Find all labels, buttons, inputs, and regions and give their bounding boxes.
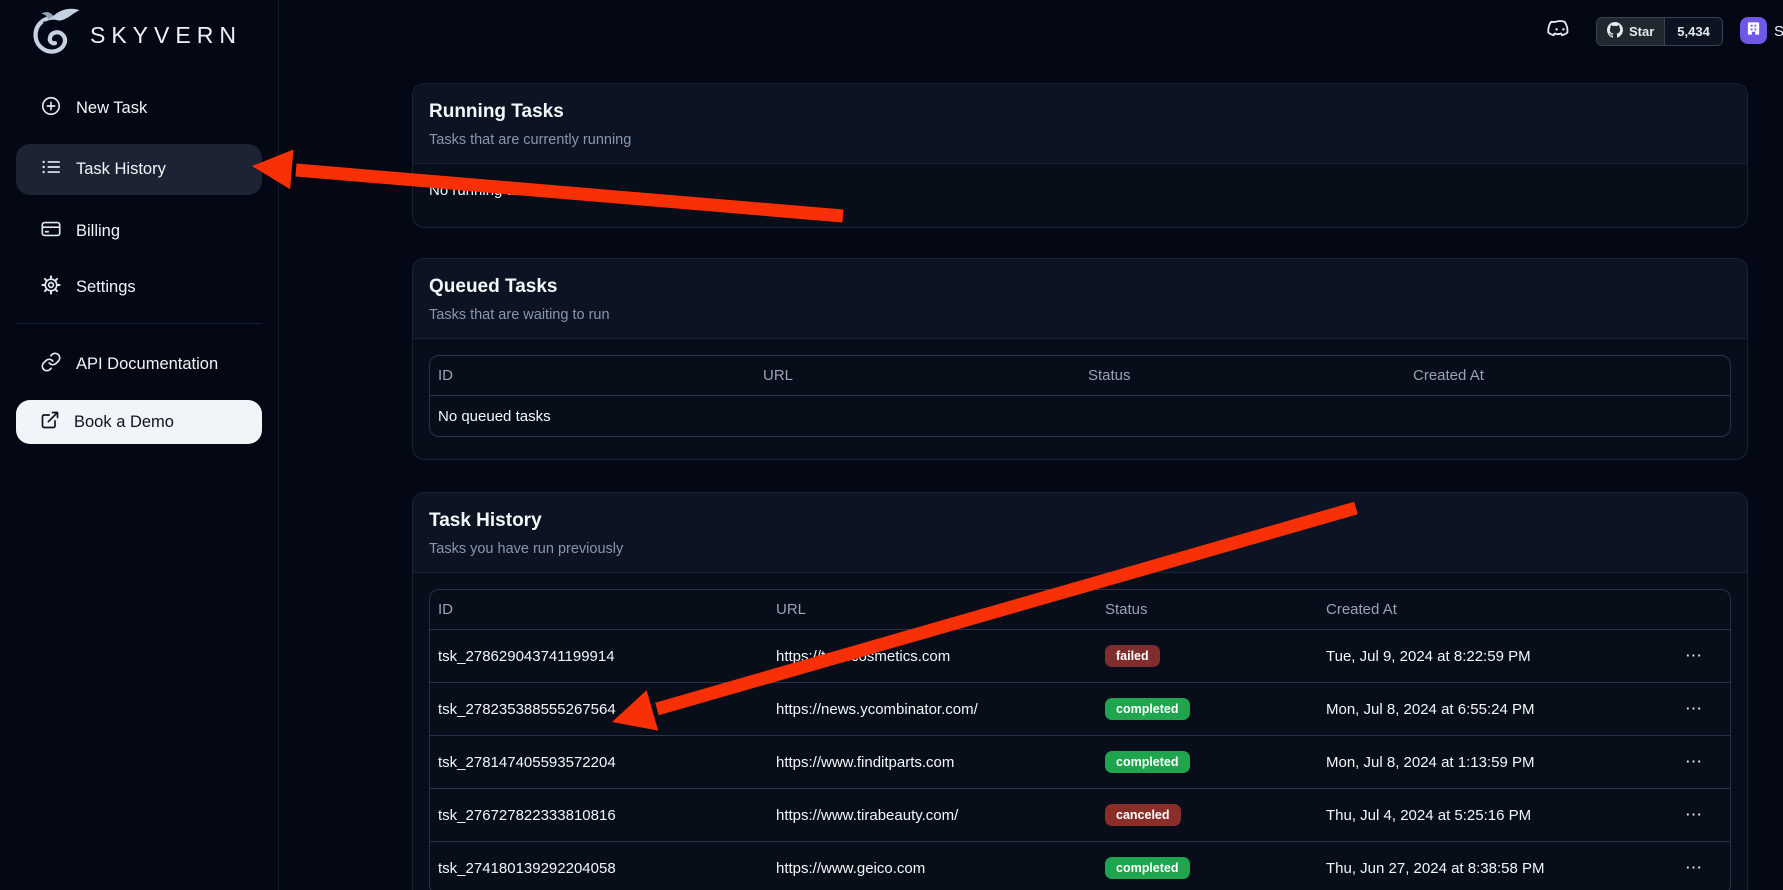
table-header-row: ID URL Status Created At <box>430 590 1730 630</box>
table-header-row: ID URL Status Created At <box>430 356 1730 396</box>
building-icon <box>1746 21 1761 41</box>
status-badge: failed <box>1105 645 1160 667</box>
status-badge: completed <box>1105 698 1190 720</box>
task-url-cell: https://www.geico.com <box>776 859 926 877</box>
avatar[interactable] <box>1740 17 1767 44</box>
task-row[interactable]: tsk_278629043741199914 https://tartecosm… <box>430 629 1730 683</box>
task-history-card-header: Task History Tasks you have run previous… <box>413 493 1747 573</box>
row-actions-button[interactable]: ⋯ <box>1659 682 1730 736</box>
status-badge: canceled <box>1105 804 1181 826</box>
github-star-button[interactable]: Star <box>1597 18 1665 45</box>
queued-tasks-card: Queued Tasks Tasks that are waiting to r… <box>412 258 1748 460</box>
row-actions-button[interactable]: ⋯ <box>1659 735 1730 789</box>
book-a-demo-button[interactable]: Book a Demo <box>16 400 262 444</box>
task-url-cell: https://tartecosmetics.com <box>768 629 1097 683</box>
plus-circle-icon <box>40 95 62 122</box>
empty-row: No queued tasks <box>430 396 1730 437</box>
task-url-cell: https://www.finditparts.com <box>768 735 1097 789</box>
external-link-icon <box>40 410 60 435</box>
card-subtitle: Tasks that are waiting to run <box>429 307 610 323</box>
column-header-url: URL <box>768 590 1097 630</box>
sidebar-item-label: Book a Demo <box>74 412 174 431</box>
task-created-cell: Mon, Jul 8, 2024 at 1:13:59 PM <box>1318 735 1659 789</box>
sidebar-divider <box>16 323 262 324</box>
github-star-widget[interactable]: Star 5,434 <box>1596 17 1723 46</box>
list-icon <box>40 156 62 183</box>
column-header-status: Status <box>1097 590 1318 630</box>
column-header-status: Status <box>1080 356 1405 396</box>
discord-icon[interactable] <box>1545 15 1575 45</box>
task-history-card: Task History Tasks you have run previous… <box>412 492 1748 890</box>
column-header-created-at: Created At <box>1318 590 1659 630</box>
task-row[interactable]: tsk_278147405593572204 https://www.findi… <box>430 735 1730 789</box>
row-actions-button[interactable]: ⋯ <box>1685 858 1704 877</box>
running-tasks-card: Running Tasks Tasks that are currently r… <box>412 83 1748 228</box>
skyvern-logo[interactable]: SKYVERN <box>28 6 242 65</box>
queued-tasks-table: ID URL Status Created At No queued tasks <box>429 355 1731 437</box>
sidebar-item-label: Task History <box>76 160 166 178</box>
task-status-cell: completed <box>1097 735 1318 789</box>
sidebar: SKYVERN New Task Task History <box>0 0 279 890</box>
task-history-table: ID URL Status Created At tsk_27862904374… <box>429 589 1731 890</box>
queued-tasks-empty-state: No queued tasks <box>438 407 551 425</box>
task-id-cell: tsk_278235388555267564 <box>430 682 768 736</box>
task-id-cell: tsk_274180139292204058 <box>438 859 616 877</box>
running-tasks-empty-state: No running tasks <box>429 182 542 199</box>
sidebar-item-task-history[interactable]: Task History <box>16 144 262 195</box>
column-header-created-at: Created At <box>1405 356 1730 396</box>
github-icon <box>1607 22 1623 41</box>
task-id-cell: tsk_276727822333810816 <box>430 788 768 842</box>
task-row[interactable]: tsk_274180139292204058 https://www.geico… <box>430 842 1730 890</box>
task-row[interactable]: tsk_276727822333810816 https://www.tirab… <box>430 788 1730 842</box>
task-created-cell: Mon, Jul 8, 2024 at 6:55:24 PM <box>1318 682 1659 736</box>
task-created-cell: Thu, Jul 4, 2024 at 5:25:16 PM <box>1318 788 1659 842</box>
status-badge: completed <box>1105 751 1190 773</box>
task-status-cell: completed <box>1097 682 1318 736</box>
sidebar-item-label: New Task <box>76 98 148 117</box>
row-actions-button[interactable]: ⋯ <box>1659 788 1730 842</box>
github-star-label: Star <box>1629 24 1655 39</box>
column-header-id: ID <box>430 590 768 630</box>
column-header-url: URL <box>755 356 1080 396</box>
credit-card-icon <box>40 218 62 245</box>
task-id-cell: tsk_278629043741199914 <box>430 629 768 683</box>
task-status-cell: completed <box>1097 842 1318 890</box>
logo-wordmark: SKYVERN <box>90 22 242 48</box>
row-actions-button[interactable]: ⋯ <box>1659 629 1730 683</box>
sidebar-item-api-documentation[interactable]: API Documentation <box>16 344 262 384</box>
column-header-actions <box>1659 590 1730 630</box>
user-name-label: Sk <box>1774 23 1783 40</box>
column-header-id: ID <box>430 356 755 396</box>
card-subtitle: Tasks that are currently running <box>429 132 632 148</box>
sidebar-item-new-task[interactable]: New Task <box>16 88 262 128</box>
sidebar-item-label: API Documentation <box>76 354 219 373</box>
dragon-logo-icon <box>28 6 82 65</box>
status-badge: completed <box>1105 857 1190 879</box>
task-created-cell: Tue, Jul 9, 2024 at 8:22:59 PM <box>1318 629 1659 683</box>
task-row[interactable]: tsk_278235388555267564 https://news.ycom… <box>430 682 1730 736</box>
task-id-cell: tsk_278147405593572204 <box>430 735 768 789</box>
sidebar-nav: New Task Task History Billing <box>0 88 278 460</box>
task-status-cell: canceled <box>1097 788 1318 842</box>
task-url-cell: https://news.ycombinator.com/ <box>768 682 1097 736</box>
queued-tasks-card-header: Queued Tasks Tasks that are waiting to r… <box>413 259 1747 339</box>
card-title: Task History <box>429 510 542 531</box>
sidebar-item-label: Billing <box>76 221 121 240</box>
card-subtitle: Tasks you have run previously <box>429 541 624 557</box>
task-url-cell: https://www.tirabeauty.com/ <box>768 788 1097 842</box>
task-created-cell: Thu, Jun 27, 2024 at 8:38:58 PM <box>1326 859 1545 877</box>
github-star-count[interactable]: 5,434 <box>1664 18 1722 45</box>
sidebar-item-billing[interactable]: Billing <box>16 211 262 251</box>
gear-icon <box>40 274 62 301</box>
sidebar-item-settings[interactable]: Settings <box>16 267 262 307</box>
sidebar-item-label: Settings <box>76 277 136 296</box>
card-title: Running Tasks <box>429 101 564 122</box>
running-tasks-card-header: Running Tasks Tasks that are currently r… <box>413 84 1747 164</box>
task-status-cell: failed <box>1097 629 1318 683</box>
card-title: Queued Tasks <box>429 276 558 297</box>
link-icon <box>40 351 62 378</box>
